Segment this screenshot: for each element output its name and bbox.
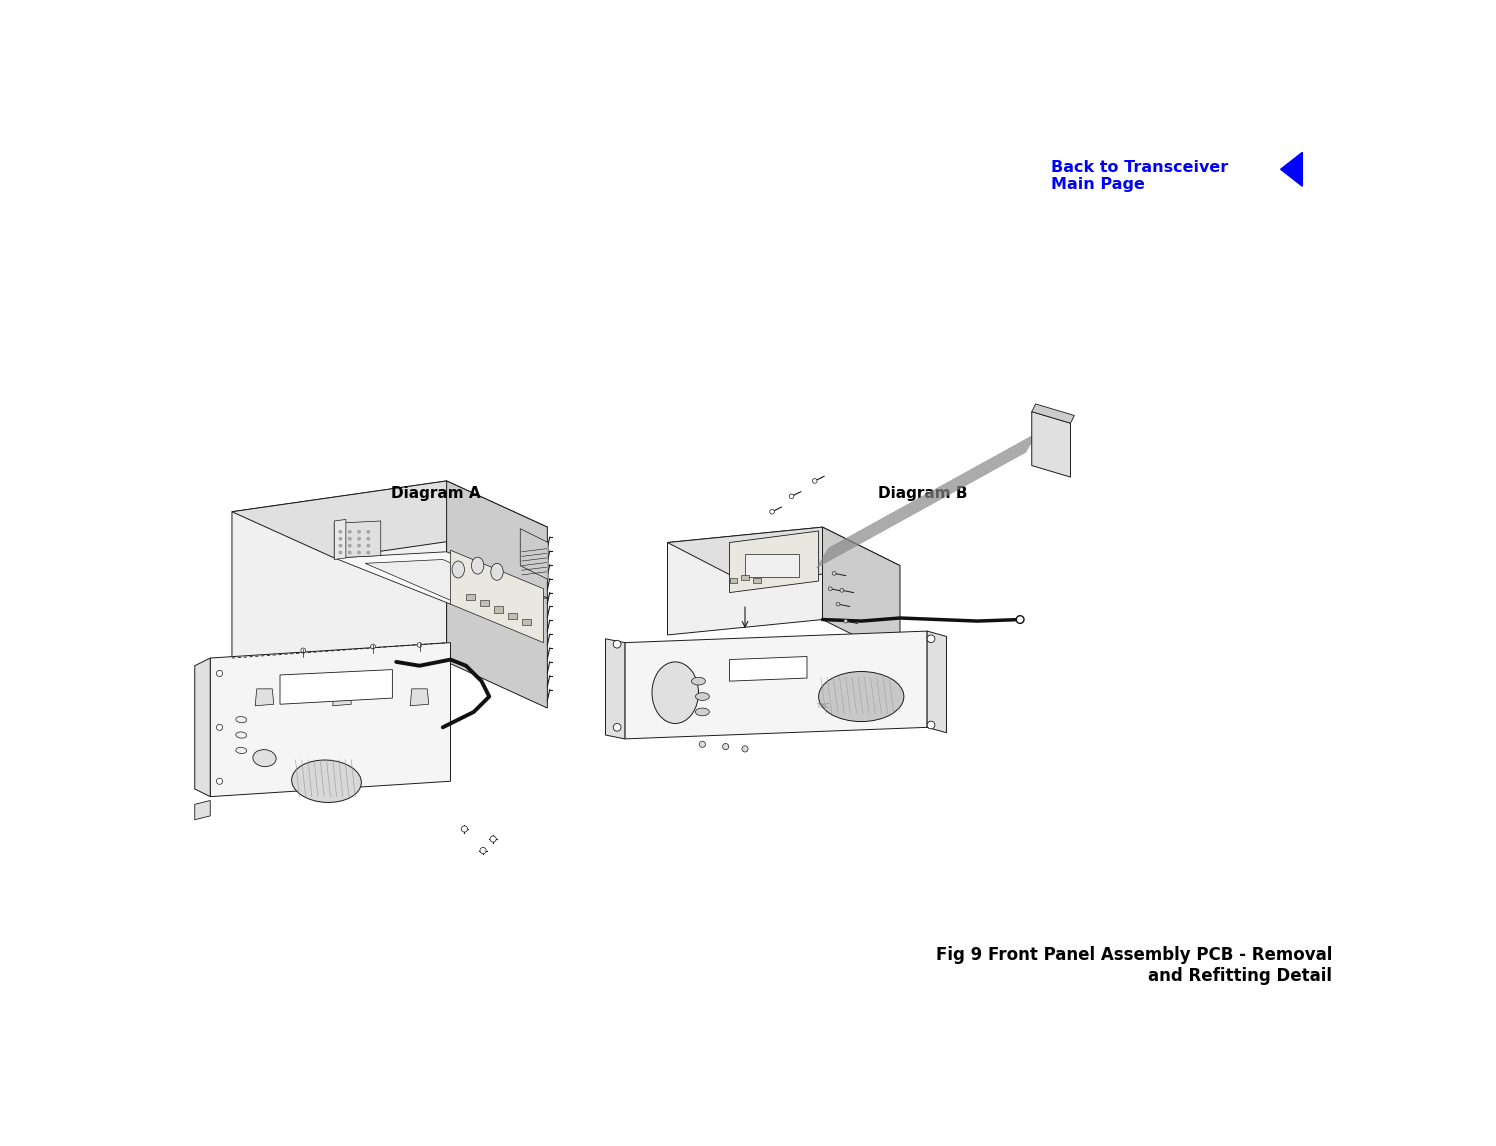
Polygon shape [667,527,823,635]
Circle shape [417,643,422,647]
Polygon shape [232,481,548,558]
Text: TXC: TXC [815,702,829,708]
Circle shape [217,670,223,676]
Circle shape [349,544,352,547]
Text: Diagram A: Diagram A [392,486,482,501]
Ellipse shape [253,749,277,767]
Circle shape [358,551,361,554]
Circle shape [480,847,486,854]
Polygon shape [256,689,274,706]
Bar [745,554,799,578]
Bar [494,606,503,613]
Circle shape [491,835,497,842]
Polygon shape [730,531,818,592]
Circle shape [928,721,935,729]
Bar [522,619,531,625]
Polygon shape [334,521,381,558]
Polygon shape [823,527,901,658]
Ellipse shape [696,708,709,716]
Ellipse shape [652,662,699,723]
Bar [730,578,738,582]
Polygon shape [332,689,352,706]
Polygon shape [232,481,447,689]
Polygon shape [1032,411,1071,477]
Polygon shape [1032,403,1074,423]
Bar [741,575,749,580]
Circle shape [699,741,706,747]
Circle shape [836,602,839,606]
Circle shape [742,746,748,752]
Ellipse shape [236,747,247,754]
Circle shape [1016,615,1023,623]
Polygon shape [928,631,947,732]
Bar [507,613,518,619]
Circle shape [301,647,305,653]
Polygon shape [450,550,543,643]
Ellipse shape [236,716,247,723]
Circle shape [839,588,844,592]
Polygon shape [447,481,548,708]
Circle shape [349,531,352,533]
Polygon shape [334,519,346,559]
Ellipse shape [696,692,709,700]
Circle shape [217,778,223,784]
Circle shape [358,537,361,540]
Bar [752,578,760,582]
Ellipse shape [491,564,503,580]
Circle shape [340,531,343,533]
Polygon shape [667,527,901,582]
Ellipse shape [818,672,904,722]
Circle shape [367,531,370,533]
Polygon shape [1281,152,1303,187]
Circle shape [790,494,794,499]
Circle shape [371,644,375,649]
Circle shape [613,723,621,731]
Circle shape [832,572,836,575]
Ellipse shape [236,732,247,738]
Circle shape [349,551,352,554]
Circle shape [217,724,223,730]
Text: Diagram B: Diagram B [878,486,968,501]
Circle shape [461,826,468,832]
Polygon shape [194,658,211,796]
Polygon shape [211,643,450,796]
Bar [480,601,489,606]
Ellipse shape [471,557,483,574]
Polygon shape [625,631,928,739]
Circle shape [928,635,935,643]
Ellipse shape [691,677,706,685]
Bar [465,594,476,601]
Circle shape [613,641,621,647]
Ellipse shape [292,760,362,802]
Circle shape [829,587,832,590]
Ellipse shape [452,562,464,578]
Polygon shape [334,551,548,604]
Circle shape [367,551,370,554]
Circle shape [844,619,848,623]
Circle shape [358,544,361,547]
Circle shape [723,744,729,749]
Polygon shape [730,657,806,681]
Polygon shape [521,528,548,580]
Circle shape [358,531,361,533]
Circle shape [812,479,817,484]
Polygon shape [606,638,625,739]
Polygon shape [194,801,211,819]
Polygon shape [280,669,392,705]
Circle shape [340,551,343,554]
Circle shape [340,537,343,540]
Circle shape [770,510,775,515]
Circle shape [367,544,370,547]
Text: Back to Transceiver
Main Page: Back to Transceiver Main Page [1050,159,1228,193]
Polygon shape [365,559,528,601]
Circle shape [367,537,370,540]
Circle shape [340,544,343,547]
Polygon shape [410,689,429,706]
Text: Fig 9 Front Panel Assembly PCB - Removal
and Refitting Detail: Fig 9 Front Panel Assembly PCB - Removal… [936,945,1333,984]
Circle shape [349,537,352,540]
